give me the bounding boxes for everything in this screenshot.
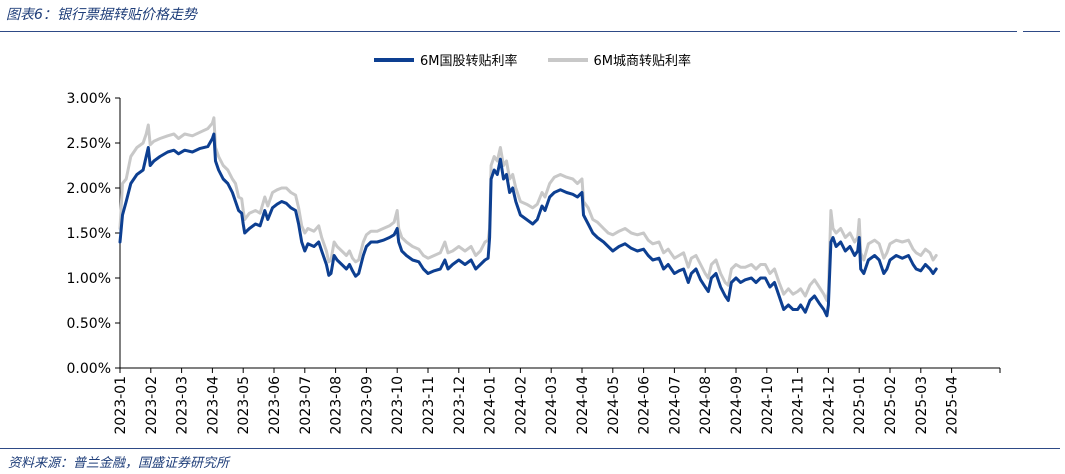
x-tick-label: 2023-08 (329, 376, 345, 435)
legend-swatch-gov (374, 57, 414, 62)
y-tick-label: 3.00% (67, 91, 111, 107)
y-tick-label: 0.50% (67, 316, 111, 332)
x-tick-label: 2025-04 (945, 376, 961, 435)
x-tick-label: 2024-02 (513, 376, 529, 435)
x-tick-label: 2023-03 (175, 376, 191, 435)
x-tick-label: 2025-01 (852, 376, 868, 435)
x-tick-label: 2023-06 (267, 376, 283, 435)
x-tick-label: 2024-10 (760, 376, 776, 435)
bottom-rule (0, 448, 1060, 449)
x-tick-label: 2023-01 (113, 376, 129, 435)
series-line-city (118, 116, 938, 302)
legend-label-gov: 6M国股转贴利率 (420, 54, 518, 69)
x-tick-label: 2023-02 (144, 376, 160, 435)
x-tick-label: 2023-04 (205, 376, 221, 435)
x-tick-label: 2025-03 (914, 376, 930, 435)
y-tick-label: 0.00% (67, 361, 111, 377)
x-tick-label: 2023-07 (298, 376, 314, 435)
x-tick-label: 2024-11 (791, 376, 807, 435)
x-tick-label: 2023-05 (236, 376, 252, 435)
x-tick-label: 2024-09 (729, 376, 745, 435)
x-tick-label: 2023-12 (452, 376, 468, 435)
x-tick-label: 2024-04 (575, 376, 591, 435)
y-tick-label: 1.50% (67, 226, 111, 242)
series-line-gov (118, 132, 938, 318)
legend-swatch-city (547, 57, 588, 62)
x-tick-label: 2024-05 (606, 376, 622, 435)
x-tick-label: 2023-10 (390, 376, 406, 435)
top-rule (0, 30, 1060, 33)
legend-item-city: 6M城商转贴利率 (547, 50, 692, 69)
x-tick-label: 2024-06 (637, 376, 653, 435)
y-tick-label: 2.50% (67, 136, 111, 152)
x-tick-label: 2023-11 (421, 376, 437, 435)
y-tick-label: 2.00% (67, 181, 111, 197)
x-tick-label: 2025-02 (883, 376, 899, 435)
source-note: 资料来源：普兰金融，国盛证券研究所 (8, 456, 230, 471)
legend: 6M国股转贴利率 6M城商转贴利率 (0, 50, 1065, 69)
legend-item-gov: 6M国股转贴利率 (374, 50, 518, 69)
chart-title: 图表6：银行票据转贴价格走势 (6, 7, 197, 23)
x-tick-label: 2024-12 (821, 376, 837, 435)
x-tick-label: 2024-08 (698, 376, 714, 435)
y-tick-label: 1.00% (67, 271, 111, 287)
x-tick-label: 2024-03 (544, 376, 560, 435)
x-tick-label: 2024-07 (667, 376, 683, 435)
legend-label-city: 6M城商转贴利率 (593, 54, 692, 69)
x-tick-label: 2024-01 (483, 376, 499, 435)
x-tick-label: 2023-09 (359, 376, 375, 435)
